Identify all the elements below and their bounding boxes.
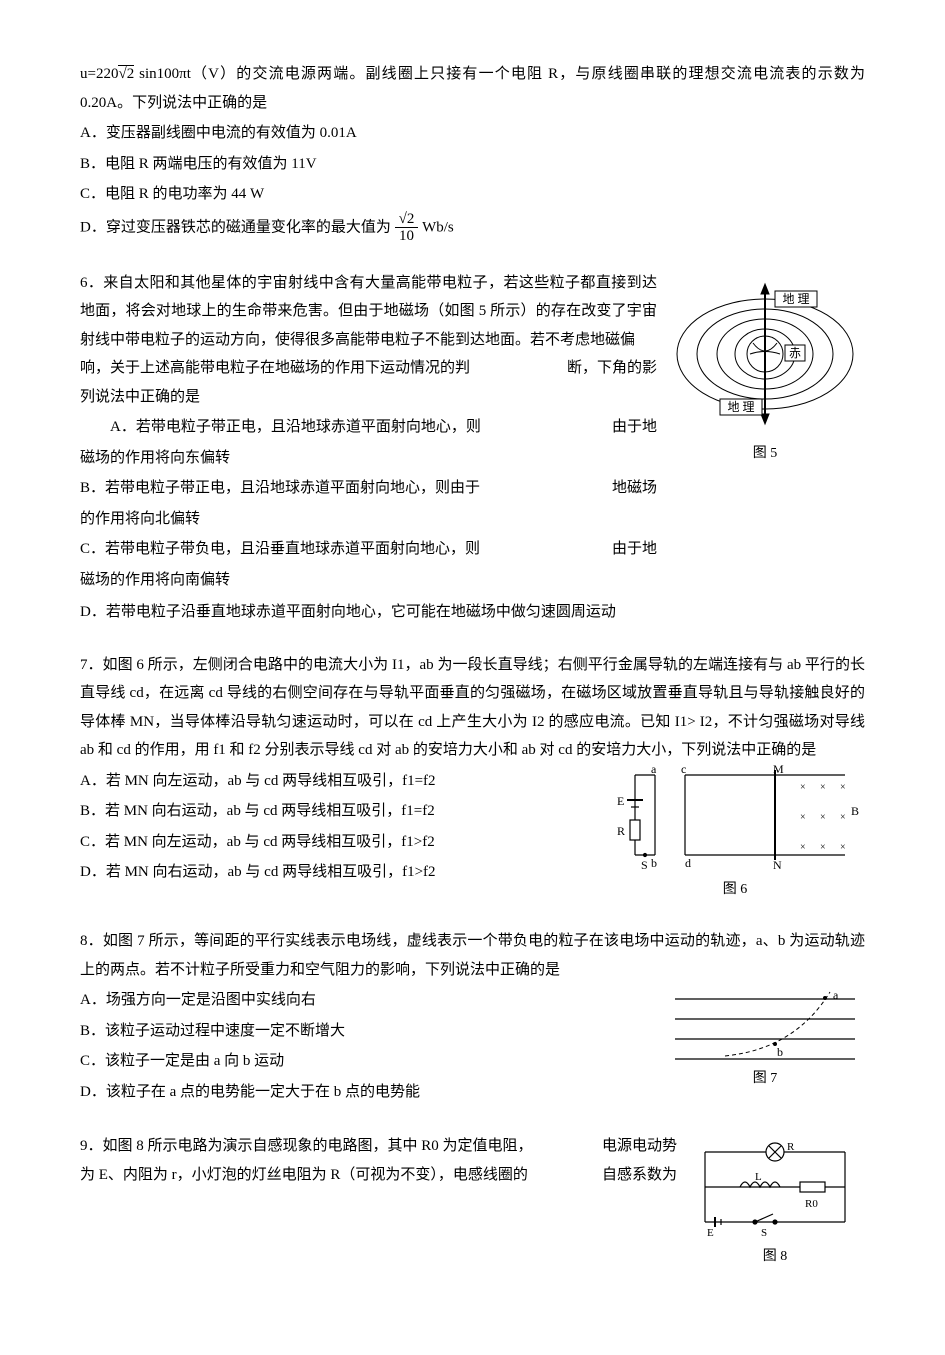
svg-text:d: d bbox=[685, 856, 691, 870]
sqrt2: √2 bbox=[118, 65, 134, 82]
q5-d-post: Wb/s bbox=[422, 219, 454, 235]
svg-text:a: a bbox=[833, 988, 839, 1002]
q5-option-a: A．变压器副线圈中电流的有效值为 0.01A bbox=[80, 119, 865, 148]
figure-6-caption: 图 6 bbox=[605, 877, 865, 904]
svg-text:E: E bbox=[617, 794, 624, 808]
q5-option-c: C．电阻 R 的电功率为 44 W bbox=[80, 180, 865, 209]
svg-text:×: × bbox=[800, 782, 806, 793]
svg-text:×: × bbox=[820, 782, 826, 793]
svg-text:×: × bbox=[840, 812, 846, 823]
q8-option-d: D．该粒子在 a 点的电势能一定大于在 b 点的电势能 bbox=[80, 1078, 657, 1107]
q7-option-a: A．若 MN 向左运动，ab 与 cd 两导线相互吸引，f1=f2 bbox=[80, 767, 597, 796]
svg-text:S: S bbox=[641, 858, 648, 872]
svg-text:L: L bbox=[755, 1171, 762, 1183]
svg-text:×: × bbox=[800, 812, 806, 823]
svg-text:×: × bbox=[840, 782, 846, 793]
svg-text:S: S bbox=[761, 1227, 767, 1239]
figure-5-caption: 图 5 bbox=[665, 441, 865, 468]
q9-stem: 9．如图 8 所示电路为演示自感现象的电路图，其中 R0 为定值电阻， 电源电动… bbox=[80, 1132, 677, 1189]
q7-option-b: B．若 MN 向右运动，ab 与 cd 两导线相互吸引，f1=f2 bbox=[80, 797, 597, 826]
q8-option-c: C．该粒子一定是由 a 向 b 运动 bbox=[80, 1047, 657, 1076]
fraction: √2 10 bbox=[395, 211, 419, 245]
svg-text:B: B bbox=[851, 804, 859, 818]
q8-stem: 8．如图 7 所示，等间距的平行实线表示电场线，虚线表示一个带负电的粒子在该电场… bbox=[80, 927, 865, 984]
svg-text:N: N bbox=[773, 858, 782, 872]
question-7: 7．如图 6 所示，左侧闭合电路中的电流大小为 I1，ab 为一段长直导线；右侧… bbox=[80, 651, 865, 904]
figure-6: × × × × × × × × × a b c d M N E R S B 图 6 bbox=[605, 765, 865, 904]
svg-text:b: b bbox=[651, 856, 657, 870]
svg-text:M: M bbox=[773, 765, 784, 776]
question-6: 地 理 赤 地 理 图 5 6．来自太阳和其他星体的宇宙射线中含有大量高能带电粒… bbox=[80, 269, 865, 627]
q5-text-mid: sin100πt（V）的交流电源两端。副线圈上只接有一个电阻 R，与原线圈串联的… bbox=[80, 66, 865, 111]
question-5: u=220√2 sin100πt（V）的交流电源两端。副线圈上只接有一个电阻 R… bbox=[80, 60, 865, 245]
q6-stem: 6．来自太阳和其他星体的宇宙射线中含有大量高能带电粒子，若这些粒子都直接到达地面… bbox=[80, 269, 657, 412]
svg-text:R: R bbox=[787, 1141, 795, 1153]
svg-text:×: × bbox=[820, 842, 826, 853]
label-top: 地 理 bbox=[782, 292, 809, 306]
q8-option-a: A．场强方向一定是沿图中实线向右 bbox=[80, 986, 657, 1015]
svg-text:c: c bbox=[681, 765, 686, 776]
q5-option-d: D．穿过变压器铁芯的磁通量变化率的最大值为 √2 10 Wb/s bbox=[80, 211, 865, 245]
figure-8-caption: 图 8 bbox=[685, 1244, 865, 1271]
q7-option-d: D．若 MN 向右运动，ab 与 cd 两导线相互吸引，f1>f2 bbox=[80, 858, 597, 887]
figure-7: a b 图 7 bbox=[665, 984, 865, 1093]
figure-5: 地 理 赤 地 理 图 5 bbox=[665, 269, 865, 468]
q8-option-b: B．该粒子运动过程中速度一定不断增大 bbox=[80, 1017, 657, 1046]
question-9: R L R0 E S 图 8 9．如图 8 所示电路为演示自感现象的电路图，其中… bbox=[80, 1132, 865, 1271]
svg-text:×: × bbox=[840, 842, 846, 853]
q6-option-c: C．若带电粒子带负电，且沿垂直地球赤道平面射向地心，则 由于地 bbox=[80, 535, 657, 564]
q5-stem: u=220√2 sin100πt（V）的交流电源两端。副线圈上只接有一个电阻 R… bbox=[80, 60, 865, 117]
frac-num: √2 bbox=[395, 211, 419, 229]
svg-text:b: b bbox=[777, 1045, 783, 1059]
svg-text:×: × bbox=[800, 842, 806, 853]
svg-text:R0: R0 bbox=[805, 1198, 818, 1210]
q7-option-c: C．若 MN 向左运动，ab 与 cd 两导线相互吸引，f1>f2 bbox=[80, 828, 597, 857]
q5-option-b: B．电阻 R 两端电压的有效值为 11V bbox=[80, 150, 865, 179]
figure-7-caption: 图 7 bbox=[665, 1066, 865, 1093]
q6-option-b: B．若带电粒子带正电，且沿地球赤道平面射向地心，则由于 地磁场 bbox=[80, 474, 657, 503]
label-bot: 地 理 bbox=[727, 400, 754, 414]
svg-text:E: E bbox=[707, 1227, 714, 1239]
q6-option-d: D．若带电粒子沿垂直地球赤道平面射向地心，它可能在地磁场中做匀速圆周运动 bbox=[80, 598, 865, 627]
q5-text-pre: u=220 bbox=[80, 66, 118, 82]
frac-den: 10 bbox=[395, 228, 419, 245]
q6-option-a: A．若带电粒子带正电，且沿地球赤道平面射向地心，则 由于地 bbox=[80, 413, 657, 442]
svg-text:R: R bbox=[617, 824, 625, 838]
svg-text:×: × bbox=[820, 812, 826, 823]
q5-d-pre: D．穿过变压器铁芯的磁通量变化率的最大值为 bbox=[80, 219, 391, 235]
label-mid: 赤 bbox=[789, 346, 801, 360]
figure-8: R L R0 E S 图 8 bbox=[685, 1132, 865, 1271]
q7-stem: 7．如图 6 所示，左侧闭合电路中的电流大小为 I1，ab 为一段长直导线；右侧… bbox=[80, 651, 865, 765]
svg-text:a: a bbox=[651, 765, 657, 776]
question-8: 8．如图 7 所示，等间距的平行实线表示电场线，虚线表示一个带负电的粒子在该电场… bbox=[80, 927, 865, 1108]
